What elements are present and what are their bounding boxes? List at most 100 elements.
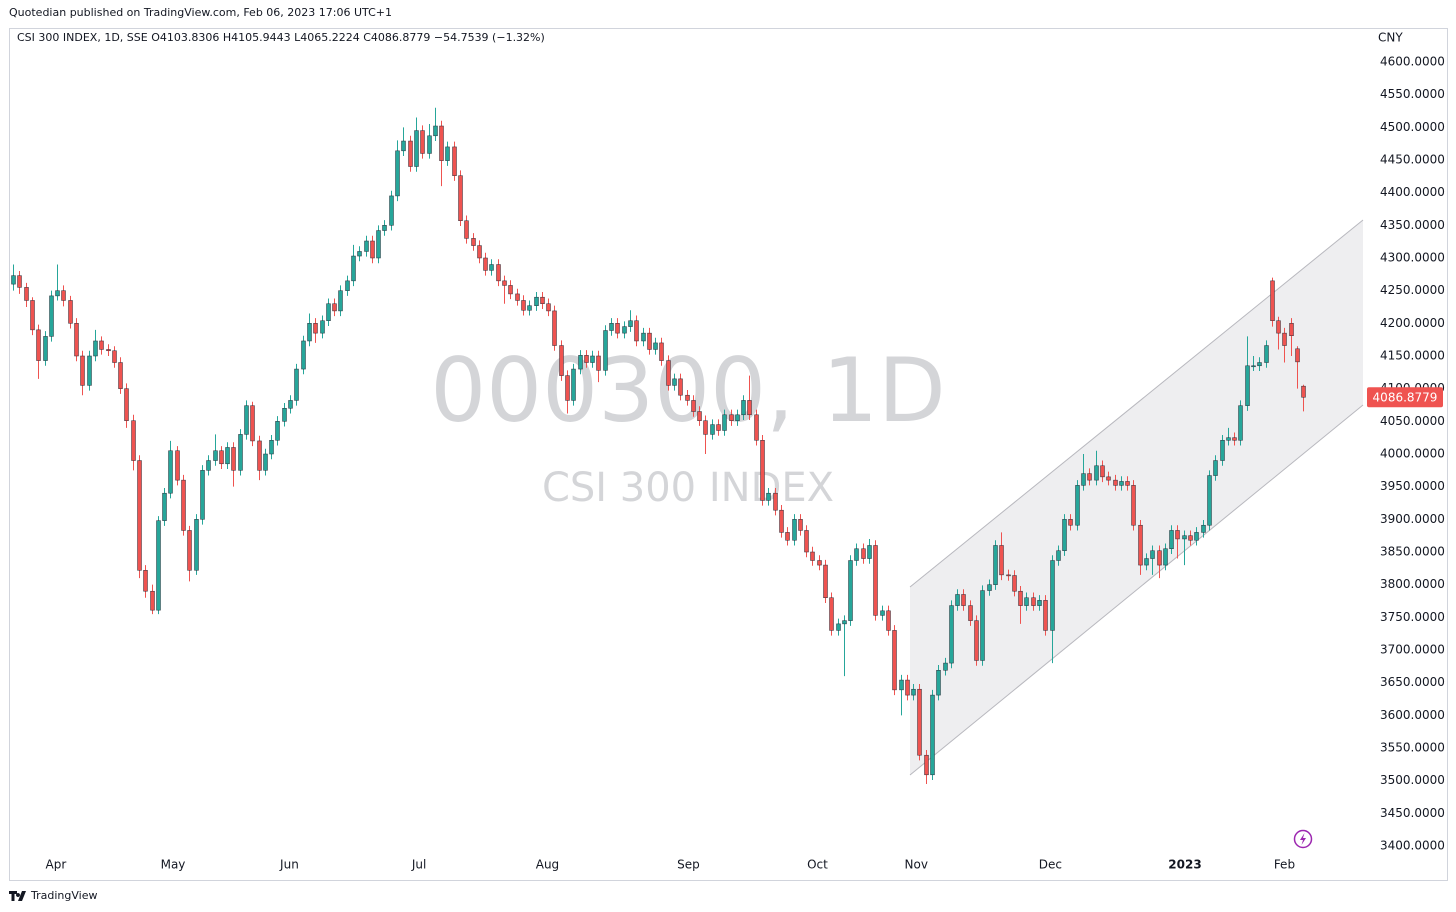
candle-body	[1289, 323, 1294, 336]
candle-body	[250, 405, 255, 442]
candle-body	[848, 560, 853, 621]
candle-body	[401, 140, 406, 152]
candle-body	[1150, 550, 1155, 559]
y-tick-label: 4550.0000	[1380, 87, 1445, 101]
candle-body	[672, 378, 677, 386]
candle-body	[1194, 532, 1199, 541]
candle-body	[729, 414, 734, 421]
candle-body	[1270, 280, 1275, 321]
candle-body	[829, 597, 834, 631]
candle-body	[798, 519, 803, 531]
candle-body	[269, 440, 274, 455]
y-tick-label: 3900.0000	[1380, 512, 1445, 526]
candle-body	[1163, 548, 1168, 566]
candle-body	[80, 355, 85, 386]
candle-body	[817, 560, 822, 566]
candle-body	[1238, 405, 1243, 441]
candle-body	[143, 570, 148, 592]
candle-body	[754, 414, 759, 441]
candle-body	[735, 414, 740, 421]
candle-body	[307, 323, 312, 342]
y-tick-label: 4150.0000	[1380, 348, 1445, 362]
candle-body	[930, 694, 935, 776]
candle-body	[515, 293, 520, 301]
alert-icon[interactable]	[1293, 829, 1313, 849]
candle-body	[546, 303, 551, 312]
candle-body	[615, 323, 620, 334]
candle-body	[534, 296, 539, 306]
candle-body	[124, 388, 129, 421]
y-tick-label: 4350.0000	[1380, 218, 1445, 232]
candle-body	[773, 492, 778, 511]
candle-body	[43, 336, 48, 361]
candle-body	[1264, 345, 1269, 363]
candle-body	[792, 519, 797, 541]
candle-body	[345, 280, 350, 291]
candle-body	[1201, 524, 1206, 533]
candle-body	[1031, 597, 1036, 606]
candle-body	[131, 420, 136, 461]
last-price-tag: 4086.8779	[1367, 387, 1443, 408]
candle-body	[1125, 481, 1130, 486]
candle-body	[1245, 365, 1250, 406]
channel-lower	[909, 404, 1364, 776]
candle-body	[905, 679, 910, 696]
candle-body	[659, 342, 664, 361]
candle-body	[225, 447, 230, 465]
candle-body	[36, 329, 41, 361]
candle-body	[1301, 385, 1306, 398]
candle-body	[477, 245, 482, 259]
candle-body	[596, 355, 601, 371]
candle-body	[338, 290, 343, 312]
candle-body	[609, 323, 614, 331]
candle-body	[836, 623, 841, 631]
y-tick-label: 4000.0000	[1380, 447, 1445, 461]
candle-body	[1075, 485, 1080, 526]
x-tick-label: Apr	[46, 858, 67, 872]
candle-body	[1226, 437, 1231, 441]
candle-body	[275, 421, 280, 441]
candle-body	[1251, 365, 1256, 368]
candle-body	[156, 520, 161, 611]
candle-body	[93, 340, 98, 357]
candle-body	[741, 400, 746, 416]
candle-body	[1282, 332, 1287, 346]
candle-body	[1068, 519, 1073, 526]
candle-body	[685, 394, 690, 401]
candle-body	[980, 590, 985, 661]
candle-body	[420, 130, 425, 154]
candle-body	[17, 275, 22, 288]
candle-body	[1207, 475, 1212, 526]
x-tick-label: Oct	[807, 858, 828, 872]
candles	[11, 107, 1306, 784]
candle-body	[867, 545, 872, 559]
candle-body	[508, 285, 513, 295]
candle-body	[1081, 473, 1086, 486]
candle-body	[263, 453, 268, 471]
x-tick-label: Sep	[677, 858, 700, 872]
candle-body	[74, 323, 79, 357]
candle-body	[162, 492, 167, 521]
time-axis: Apr May Jun Jul Aug Sep Oct Nov Dec 2023 Feb	[46, 858, 1296, 872]
candle-body	[955, 594, 960, 606]
candle-body	[1232, 437, 1237, 441]
candle-body	[1257, 362, 1262, 367]
candle-body	[502, 280, 507, 286]
candle-body	[1024, 597, 1029, 606]
candle-body	[760, 440, 765, 501]
candle-body	[1056, 550, 1061, 561]
candle-body	[1138, 524, 1143, 566]
candle-body	[949, 605, 954, 664]
candle-body	[301, 340, 306, 370]
candle-body	[194, 519, 199, 571]
y-tick-label: 3750.0000	[1380, 610, 1445, 624]
y-tick-label: 4600.0000	[1380, 54, 1445, 68]
candle-body	[854, 548, 859, 561]
last-price-box	[1367, 387, 1443, 408]
candle-body	[1157, 550, 1162, 566]
candle-body	[389, 195, 394, 226]
candle-body	[1188, 535, 1193, 541]
price-axis: 3400.0000 3450.0000 3500.0000 3550.0000 3600…	[1380, 54, 1445, 852]
candle-body	[634, 320, 639, 342]
